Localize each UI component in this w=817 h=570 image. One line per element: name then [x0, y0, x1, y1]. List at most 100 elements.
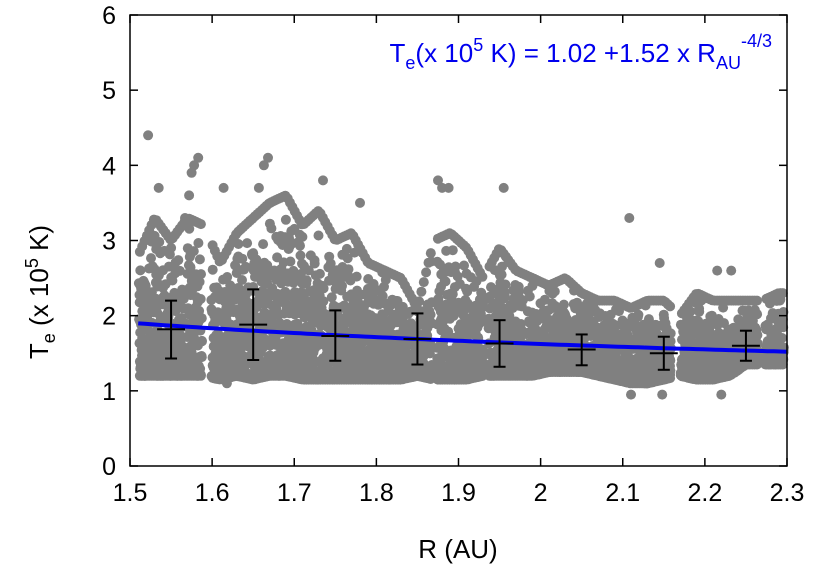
scatter-point — [295, 269, 306, 279]
scatter-point — [154, 237, 165, 247]
scatter-point — [425, 248, 436, 259]
y-tick-label: 2 — [102, 303, 116, 331]
scatter-point — [658, 309, 669, 320]
scatter-point — [166, 242, 177, 253]
scatter-point — [416, 286, 427, 297]
scatter-point — [405, 318, 416, 329]
scatter-point — [712, 265, 723, 276]
scatter-point — [263, 152, 273, 163]
scatter-point — [222, 272, 233, 282]
scatter-point — [524, 291, 535, 302]
scatter-point — [499, 292, 510, 303]
scatter-point — [342, 253, 353, 264]
scatter-point — [317, 280, 327, 291]
scatter-point — [194, 314, 205, 325]
scatter-point — [549, 286, 560, 297]
scatter-point — [476, 303, 487, 314]
scatter-point — [397, 301, 408, 312]
scatter-point — [153, 182, 164, 193]
x-tick-label: 1.6 — [195, 479, 230, 507]
scatter-point — [633, 309, 644, 320]
scatter-point — [318, 175, 328, 186]
x-tick-label: 1.8 — [359, 479, 394, 507]
scatter-point — [752, 309, 763, 320]
scatter-point — [301, 278, 312, 289]
scatter-point — [665, 373, 676, 384]
scatter-point — [497, 261, 507, 272]
scatter-point — [657, 389, 668, 400]
scatter-point — [266, 223, 277, 234]
scatter-point — [233, 239, 244, 249]
scatter-point — [280, 214, 291, 225]
x-tick-label: 2 — [534, 479, 548, 507]
scatter-point — [777, 333, 788, 343]
scatter-point — [476, 352, 487, 363]
scatter-point — [188, 246, 199, 257]
scatter-point — [295, 240, 305, 251]
scatter-point — [242, 238, 253, 249]
scatter-point — [194, 254, 205, 265]
scatter-point-cloud — [133, 130, 789, 400]
scatter-point — [146, 253, 156, 264]
x-tick-label: 2.3 — [770, 479, 805, 507]
scatter-point — [303, 265, 314, 276]
scatter-point — [351, 271, 362, 282]
scatter-point — [207, 264, 218, 275]
scatter-point — [418, 277, 429, 288]
y-tick-label: 0 — [102, 453, 116, 481]
scatter-point — [337, 280, 347, 291]
scatter-point — [173, 255, 184, 266]
scatter-point — [626, 389, 636, 400]
scatter-point — [218, 182, 229, 193]
scatter-point — [343, 264, 354, 275]
scatter-point — [752, 330, 763, 340]
scatter-point — [443, 182, 454, 193]
scatter-point — [440, 276, 451, 287]
scatter-point — [237, 275, 247, 285]
x-tick-label: 2.1 — [605, 479, 640, 507]
fit-equation-annotation: Te(x 105 K) = 1.02 +1.52 x RAU-4/3 — [390, 31, 772, 73]
scatter-point — [193, 238, 204, 248]
scatter-point — [421, 267, 432, 278]
scatter-point — [665, 301, 676, 312]
scatter-point — [314, 268, 325, 279]
scatter-point — [194, 276, 205, 287]
scatter-point — [253, 182, 264, 193]
y-tick-label: 6 — [102, 2, 116, 30]
scatter-point — [752, 295, 762, 306]
scatter-point — [654, 258, 665, 268]
scatter-point — [195, 370, 206, 381]
scatter-point — [135, 265, 146, 276]
scatter-point — [459, 260, 469, 271]
x-tick-label: 1.5 — [113, 479, 148, 507]
y-tick-label: 5 — [102, 77, 116, 105]
scatter-point — [196, 336, 207, 347]
scatter-point — [195, 294, 206, 304]
scatter-point — [355, 197, 365, 208]
scatter-point — [624, 213, 635, 223]
scatter-point — [279, 293, 290, 304]
scatter-point — [318, 296, 329, 307]
x-tick-label: 1.7 — [277, 479, 312, 507]
scatter-point — [313, 230, 324, 241]
scatter-point — [174, 265, 185, 276]
y-tick-label: 3 — [102, 228, 116, 256]
scatter-point — [500, 279, 511, 290]
scatter-point — [496, 269, 507, 280]
scatter-point — [477, 271, 488, 282]
scatter-point — [685, 306, 696, 317]
scatter-point — [325, 258, 336, 269]
x-tick-label: 2.2 — [687, 479, 722, 507]
scatter-point — [221, 378, 232, 389]
scatter-point — [295, 250, 306, 261]
scatter-point — [185, 262, 196, 273]
scatter-point — [143, 130, 154, 141]
scatter-point — [193, 152, 204, 163]
scatter-point — [424, 348, 435, 359]
scatter-point — [195, 219, 206, 230]
scatter-point — [377, 291, 388, 301]
scatter-point — [716, 389, 727, 400]
scatter-point — [297, 231, 308, 242]
scatter-point — [726, 265, 737, 276]
